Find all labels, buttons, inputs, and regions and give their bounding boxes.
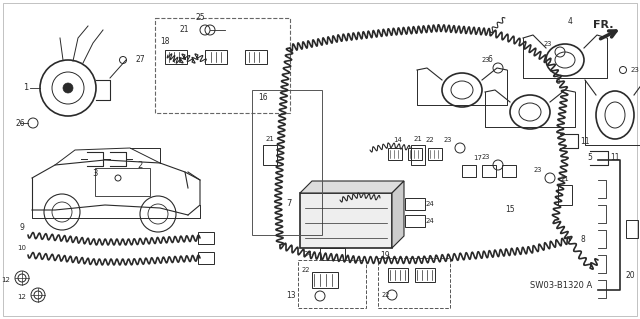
Text: 24: 24 (426, 201, 435, 207)
Bar (408, 148, 422, 160)
Bar (95, 168, 150, 196)
Text: 15: 15 (505, 205, 515, 214)
Bar (298, 260, 366, 308)
Circle shape (63, 83, 73, 93)
Text: 27: 27 (135, 56, 145, 64)
Bar (428, 148, 442, 160)
Text: 2: 2 (138, 161, 143, 170)
Bar (626, 220, 638, 238)
Bar (300, 193, 392, 248)
Text: 19: 19 (380, 251, 390, 261)
Text: 17: 17 (474, 155, 483, 161)
Bar (320, 248, 345, 260)
Bar (411, 145, 425, 165)
Text: 22: 22 (382, 292, 390, 298)
Text: 8: 8 (580, 235, 586, 244)
Text: 23: 23 (444, 137, 452, 143)
Bar (558, 185, 572, 205)
Text: 25: 25 (195, 13, 205, 23)
Text: 23: 23 (630, 67, 639, 73)
Text: 13: 13 (286, 292, 296, 300)
Bar (462, 165, 476, 177)
Bar (388, 268, 408, 282)
Text: 11: 11 (580, 137, 589, 145)
Text: 7: 7 (287, 198, 292, 207)
Text: 21: 21 (413, 136, 422, 142)
Bar (245, 50, 267, 64)
Bar (388, 148, 402, 160)
Text: 16: 16 (258, 93, 268, 102)
Text: 21: 21 (561, 176, 570, 182)
Text: 24: 24 (303, 251, 312, 257)
Text: 21: 21 (266, 136, 275, 142)
Bar (205, 50, 227, 64)
Text: 23: 23 (544, 41, 552, 47)
Text: 10: 10 (17, 245, 26, 251)
Text: 12: 12 (1, 277, 10, 283)
Text: 6: 6 (556, 78, 561, 86)
Text: 3: 3 (92, 169, 98, 179)
Text: 22: 22 (426, 137, 435, 143)
Bar (198, 252, 214, 264)
Bar (405, 215, 425, 227)
Text: 21: 21 (180, 26, 189, 34)
Text: 12: 12 (17, 294, 26, 300)
Text: 23: 23 (482, 154, 490, 160)
Polygon shape (300, 181, 404, 193)
Bar (252, 90, 322, 235)
Bar (155, 18, 290, 113)
Text: 26: 26 (15, 118, 25, 128)
Text: 6: 6 (488, 56, 492, 64)
Text: 23: 23 (534, 167, 542, 173)
Text: 23: 23 (482, 57, 490, 63)
Text: FR.: FR. (593, 20, 613, 30)
Bar (405, 198, 425, 210)
Text: 18: 18 (160, 38, 170, 47)
Text: 1: 1 (24, 84, 29, 93)
Text: 14: 14 (394, 137, 403, 143)
Text: SW03-B1320 A: SW03-B1320 A (530, 280, 592, 290)
Bar (312, 272, 338, 288)
Bar (415, 268, 435, 282)
Bar (198, 232, 214, 244)
Text: 24: 24 (426, 218, 435, 224)
Text: 22: 22 (301, 267, 310, 273)
Text: 5: 5 (588, 152, 593, 161)
Polygon shape (392, 181, 404, 248)
Bar (263, 145, 277, 165)
Text: 4: 4 (568, 18, 572, 26)
Text: 9: 9 (20, 224, 24, 233)
Bar (482, 165, 496, 177)
Bar (165, 50, 187, 64)
Bar (502, 165, 516, 177)
Text: 20: 20 (625, 271, 635, 279)
Text: 11: 11 (611, 153, 620, 162)
Bar (378, 258, 450, 308)
